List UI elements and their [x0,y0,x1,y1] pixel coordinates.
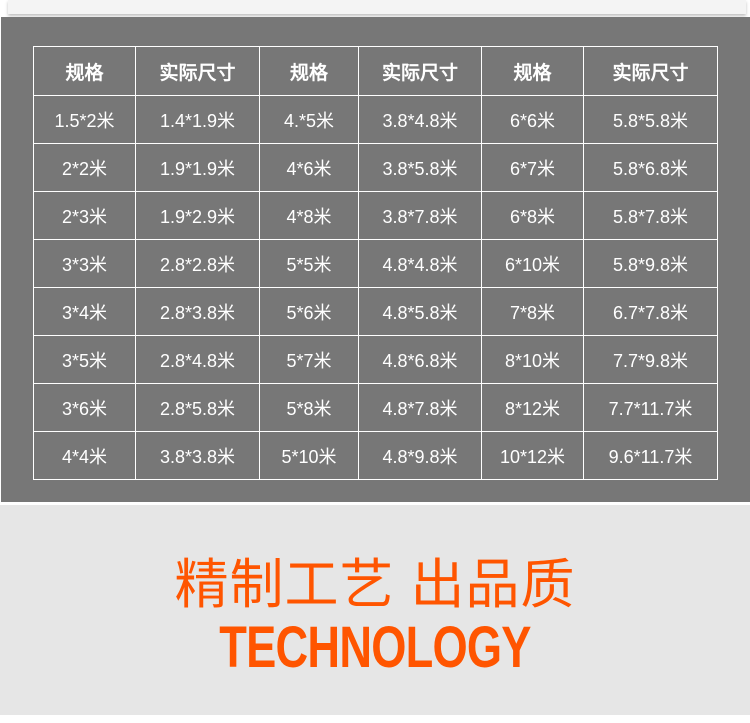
table-row: 2*2米 1.9*1.9米 4*6米 3.8*5.8米 6*7米 5.8*6.8米 [33,143,718,192]
table-cell: 3.8*5.8米 [358,143,482,192]
table-cell: 5*7米 [259,335,359,384]
table-cell: 2*2米 [33,143,136,192]
table-cell: 6*8米 [481,191,584,240]
table-cell: 5.8*5.8米 [583,95,718,144]
column-header: 规格 [259,46,359,96]
table-header-row: 规格 实际尺寸 规格 实际尺寸 规格 实际尺寸 [33,46,718,96]
column-header: 规格 [481,46,584,96]
size-table: 规格 实际尺寸 规格 实际尺寸 规格 实际尺寸 1.5*2米 1.4*1.9米 4.*5米 3.… [33,46,718,480]
table-cell: 4.8*7.8米 [358,383,482,432]
table-cell: 8*10米 [481,335,584,384]
table-cell: 4*6米 [259,143,359,192]
banner-title-cn: 精制工艺 出品质 [174,555,576,615]
technology-banner [0,505,750,715]
table-cell: 3.8*7.8米 [358,191,482,240]
table-cell: 4.8*9.8米 [358,431,482,480]
table-cell: 6*7米 [481,143,584,192]
table-cell: 1.9*2.9米 [135,191,260,240]
table-cell: 4.*5米 [259,95,359,144]
table-cell: 6.7*7.8米 [583,287,718,336]
table-cell: 2.8*3.8米 [135,287,260,336]
table-cell: 2.8*5.8米 [135,383,260,432]
table-cell: 7.7*9.8米 [583,335,718,384]
column-header: 实际尺寸 [135,46,260,96]
table-row: 3*5米 2.8*4.8米 5*7米 4.8*6.8米 8*10米 7.7*9.8米 [33,335,718,384]
table-cell: 7*8米 [481,287,584,336]
table-cell: 7.7*11.7米 [583,383,718,432]
table-cell: 4.8*5.8米 [358,287,482,336]
table-cell: 6*10米 [481,239,584,288]
table-row: 4*4米 3.8*3.8米 5*10米 4.8*9.8米 10*12米 9.6*11.7米 [33,431,718,480]
table-body: 1.5*2米 1.4*1.9米 4.*5米 3.8*4.8米 6*6米 5.8*5.8米 2… [33,95,718,480]
table-cell: 4.8*6.8米 [358,335,482,384]
table-cell: 4.8*4.8米 [358,239,482,288]
column-header: 规格 [33,46,136,96]
table-cell: 3.8*4.8米 [358,95,482,144]
column-header: 实际尺寸 [358,46,482,96]
table-row: 3*4米 2.8*3.8米 5*6米 4.8*5.8米 7*8米 6.7*7.8米 [33,287,718,336]
table-cell: 6*6米 [481,95,584,144]
table-cell: 2.8*2.8米 [135,239,260,288]
table-cell: 5.8*6.8米 [583,143,718,192]
size-table-panel: 规格 实际尺寸 规格 实际尺寸 规格 实际尺寸 1.5*2米 1.4*1.9米 4.*5米 3.… [1,17,750,502]
table-cell: 3.8*3.8米 [135,431,260,480]
table-cell: 1.4*1.9米 [135,95,260,144]
table-cell: 1.5*2米 [33,95,136,144]
table-cell: 3*4米 [33,287,136,336]
top-card [8,0,746,14]
table-cell: 2.8*4.8米 [135,335,260,384]
table-cell: 5.8*9.8米 [583,239,718,288]
table-cell: 8*12米 [481,383,584,432]
table-cell: 10*12米 [481,431,584,480]
table-row: 1.5*2米 1.4*1.9米 4.*5米 3.8*4.8米 6*6米 5.8*5.8米 [33,95,718,144]
table-row: 3*6米 2.8*5.8米 5*8米 4.8*7.8米 8*12米 7.7*11.7米 [33,383,718,432]
table-cell: 3*3米 [33,239,136,288]
table-cell: 5*6米 [259,287,359,336]
table-cell: 4*8米 [259,191,359,240]
table-cell: 5.8*7.8米 [583,191,718,240]
table-cell: 9.6*11.7米 [583,431,718,480]
table-cell: 5*8米 [259,383,359,432]
table-cell: 3*6米 [33,383,136,432]
column-header: 实际尺寸 [583,46,718,96]
table-cell: 4*4米 [33,431,136,480]
table-row: 2*3米 1.9*2.9米 4*8米 3.8*7.8米 6*8米 5.8*7.8米 [33,191,718,240]
table-cell: 5*5米 [259,239,359,288]
table-cell: 2*3米 [33,191,136,240]
table-cell: 5*10米 [259,431,359,480]
table-cell: 1.9*1.9米 [135,143,260,192]
table-cell: 3*5米 [33,335,136,384]
banner-title-en: TECHNOLOGY [219,615,531,680]
table-row: 3*3米 2.8*2.8米 5*5米 4.8*4.8米 6*10米 5.8*9.8米 [33,239,718,288]
